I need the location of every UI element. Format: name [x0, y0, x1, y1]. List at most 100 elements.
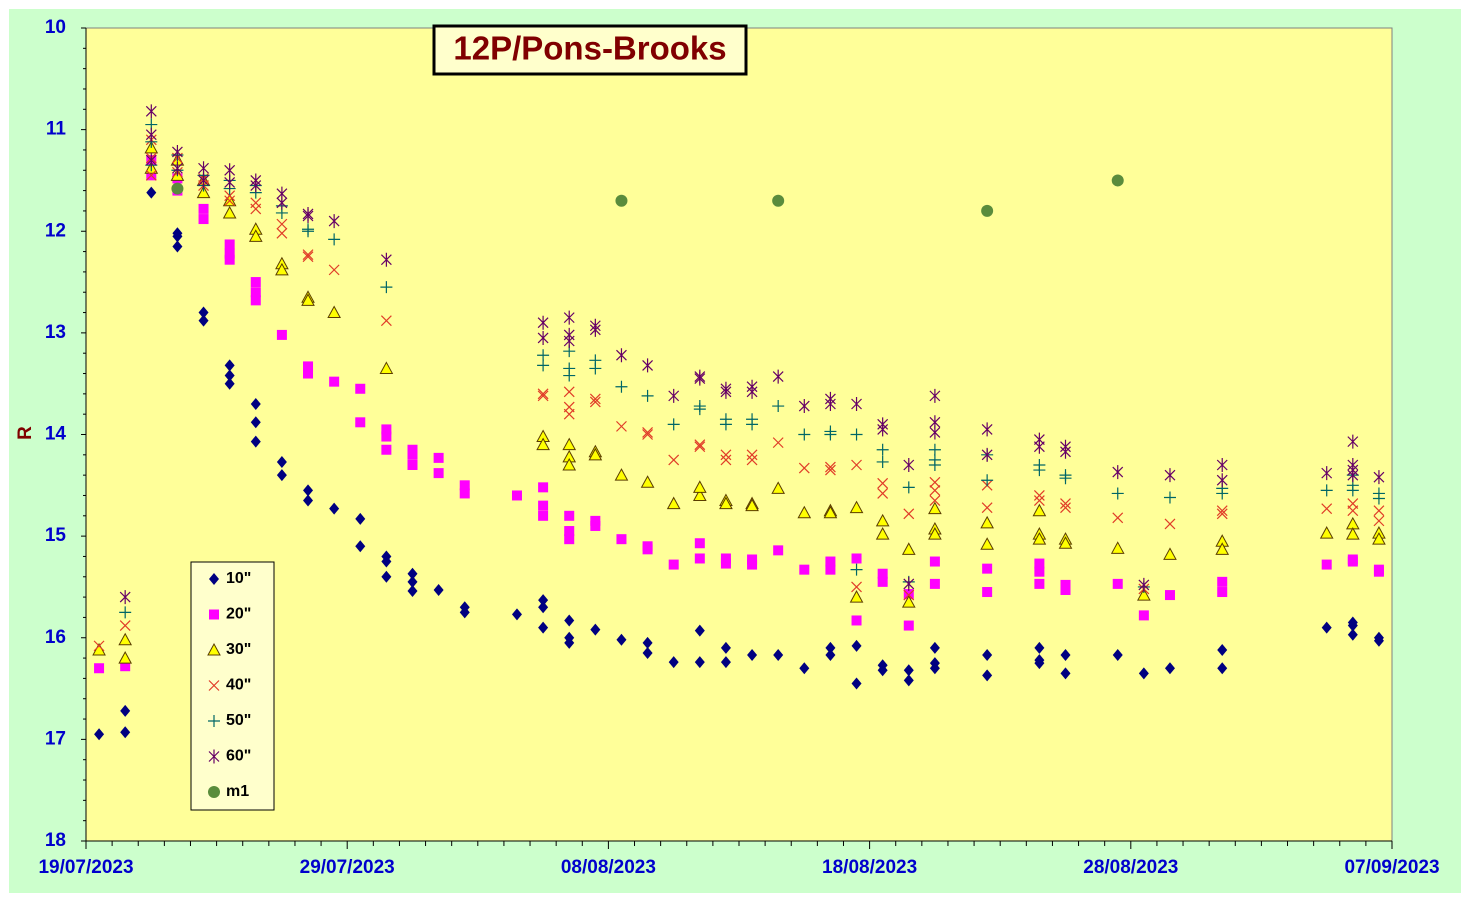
data-point — [642, 636, 653, 649]
legend-marker — [207, 642, 221, 656]
data-point — [929, 388, 941, 403]
data-point — [1217, 587, 1228, 598]
data-point — [589, 396, 601, 408]
y-tick-label: 17 — [45, 728, 66, 749]
data-point — [849, 590, 864, 603]
x-tick-label: 18/08/2023 — [822, 857, 917, 878]
data-point — [877, 568, 888, 579]
x-tick-label: 28/08/2023 — [1083, 857, 1178, 878]
data-point — [94, 728, 105, 741]
data-point — [720, 558, 731, 569]
data-point — [538, 621, 549, 634]
data-point — [562, 457, 577, 471]
data-point — [877, 488, 889, 499]
data-point — [250, 203, 262, 215]
data-point — [851, 397, 862, 412]
data-point — [903, 508, 915, 520]
y-tick-label: 13 — [45, 322, 66, 343]
data-point — [982, 669, 993, 682]
data-point — [615, 194, 628, 207]
data-point — [564, 526, 575, 537]
data-point — [537, 359, 550, 372]
data-point — [275, 262, 289, 276]
series-3 — [92, 140, 1386, 664]
data-point — [642, 544, 653, 555]
data-point — [119, 606, 132, 619]
data-point — [1163, 547, 1177, 560]
data-point — [329, 502, 340, 515]
y-tick-label: 15 — [45, 525, 67, 546]
data-point — [640, 475, 655, 488]
data-point — [1034, 641, 1045, 654]
data-point — [145, 153, 157, 168]
data-point — [825, 641, 836, 654]
data-point — [379, 361, 394, 374]
data-point — [1373, 634, 1384, 647]
data-point — [642, 427, 654, 438]
data-point — [902, 481, 915, 494]
legend-marker — [208, 786, 220, 798]
data-point — [668, 559, 679, 570]
data-point — [1372, 532, 1386, 545]
data-point — [459, 606, 470, 619]
data-point — [929, 484, 941, 496]
data-point — [616, 348, 627, 363]
data-point — [719, 418, 732, 431]
data-point — [588, 447, 603, 461]
data-point — [981, 447, 993, 462]
data-point — [747, 554, 758, 565]
data-point — [120, 661, 131, 672]
data-point — [459, 488, 470, 499]
data-point — [198, 306, 209, 319]
data-point — [302, 249, 314, 261]
data-point — [903, 576, 915, 591]
data-point — [694, 656, 705, 669]
data-point — [850, 563, 863, 576]
data-point — [302, 251, 314, 263]
data-point — [250, 178, 262, 193]
data-point — [851, 639, 862, 652]
data-point — [797, 505, 812, 519]
data-point — [1033, 490, 1045, 501]
data-point — [798, 428, 811, 441]
data-point — [982, 587, 993, 598]
data-point — [250, 435, 261, 448]
data-point — [590, 623, 601, 636]
data-point — [1033, 439, 1045, 454]
data-point — [981, 502, 993, 514]
data-point — [877, 477, 889, 489]
data-point — [850, 428, 863, 441]
data-series — [92, 104, 1386, 741]
data-point — [563, 334, 575, 349]
data-point — [772, 400, 785, 413]
data-point — [1060, 444, 1071, 459]
title-box-frame — [432, 24, 748, 76]
data-point — [564, 534, 575, 545]
data-point — [250, 416, 261, 429]
data-point — [1347, 619, 1358, 632]
data-point — [694, 553, 705, 564]
data-point — [93, 640, 105, 652]
data-point — [877, 664, 888, 677]
x-tick-label: 07/09/2023 — [1344, 857, 1439, 878]
data-point — [563, 386, 575, 398]
data-point — [773, 649, 784, 662]
data-point — [1060, 584, 1071, 595]
data-point — [407, 575, 418, 588]
data-point — [746, 418, 759, 431]
data-point — [851, 615, 862, 626]
data-point — [798, 462, 810, 474]
data-point — [172, 240, 183, 253]
data-point — [851, 459, 862, 471]
y-tick-label: 18 — [45, 830, 66, 851]
data-point — [1373, 515, 1385, 527]
data-point — [1112, 649, 1123, 662]
data-point — [901, 542, 916, 555]
data-point — [720, 449, 732, 461]
data-point — [1373, 505, 1385, 517]
data-point — [616, 534, 627, 545]
data-point — [1320, 484, 1333, 497]
data-point — [171, 161, 183, 176]
data-point — [327, 305, 341, 319]
data-point — [328, 264, 340, 276]
